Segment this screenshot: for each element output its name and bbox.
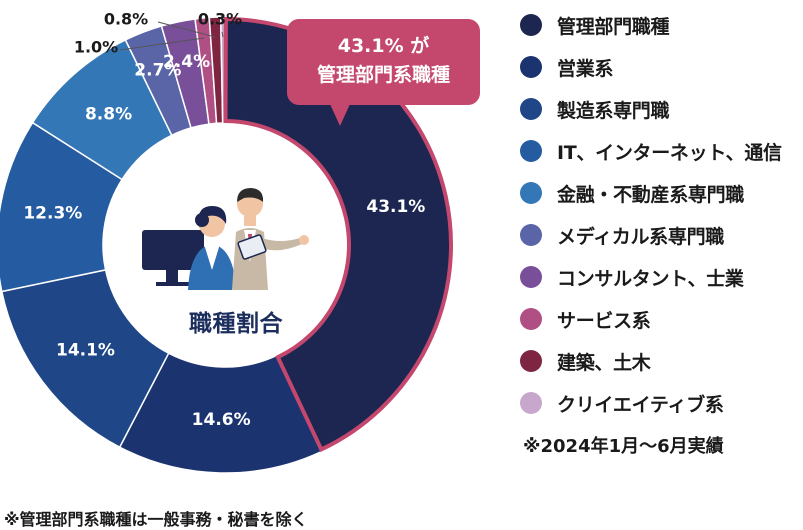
office-workers-illustration [142, 188, 309, 290]
callout-line1: 43.1% が [337, 35, 430, 57]
legend-label: サービス系 [557, 309, 651, 332]
legend-item: 管理部門職種 [520, 4, 803, 46]
callout-line2: 管理部門系職種 [316, 64, 450, 86]
legend-label: 営業系 [557, 57, 614, 80]
leader-lines [119, 21, 224, 51]
legend-swatch [520, 182, 542, 204]
legend-swatch [520, 266, 542, 288]
legend-swatch [520, 350, 542, 372]
slice-value-label: 14.6% [192, 410, 251, 430]
legend-label: 建築、土木 [557, 351, 651, 374]
slice-value-label: 1.0% [74, 38, 118, 57]
slice-value-label: 8.8% [85, 104, 132, 124]
legend-swatch [520, 392, 542, 414]
donut-chart: 43.1% 14.6% 14.1% 12.3% 8.8% 2.7%2.4% 1.0% 0.8%… [0, 10, 454, 474]
legend-swatch [520, 56, 542, 78]
legend-item: コンサルタント、士業 [520, 256, 803, 298]
slice-value-label: 43.1% [366, 197, 425, 217]
legend-swatch [520, 14, 542, 36]
slice-value-label: 12.3% [23, 204, 82, 224]
slice-value-label: 2.7% [134, 60, 181, 80]
leader-line [157, 21, 216, 38]
legend-swatch [520, 140, 542, 162]
legend-swatch [520, 308, 542, 330]
legend-label: 製造系専門職 [557, 99, 670, 122]
slice-value-label: 0.8% [104, 10, 148, 29]
leader-line [119, 37, 205, 51]
legend-swatch [520, 98, 542, 120]
legend-item: 金融・不動産系専門職 [520, 172, 803, 214]
slice-value-label: 2.4% [163, 52, 210, 72]
leader-line [221, 31, 224, 38]
legend-label: 管理部門職種 [557, 15, 670, 38]
legend: 管理部門職種 営業系 製造系専門職 IT、インターネット、通信 金融・不動産系専… [520, 4, 803, 424]
slice-value-label: 0.3% [198, 10, 242, 29]
legend-swatch [520, 224, 542, 246]
period-note: ※2024年1月～6月実績 [523, 436, 724, 457]
legend-item: 建築、土木 [520, 340, 803, 382]
legend-item: メディカル系専門職 [520, 214, 803, 256]
callout-pointer [330, 104, 350, 126]
legend-label: 金融・不動産系専門職 [557, 183, 745, 206]
legend-label: クリイエイティブ系 [557, 393, 724, 416]
slice-value-label: 14.1% [56, 341, 115, 361]
legend-item: サービス系 [520, 298, 803, 340]
legend-label: IT、インターネット、通信 [557, 141, 782, 164]
center-label: 職種割合 [189, 311, 283, 337]
legend-label: コンサルタント、士業 [557, 267, 744, 290]
slice-labels: 43.1% 14.6% 14.1% 12.3% 8.8% 2.7%2.4% 1.0% 0.8%… [23, 10, 425, 430]
footnote: ※管理部門系職種は一般事務・秘書を除く [4, 510, 308, 529]
legend-label: メディカル系専門職 [557, 225, 724, 248]
legend-item: IT、インターネット、通信 [520, 130, 803, 172]
legend-item: クリイエイティブ系 [520, 382, 803, 424]
legend-item: 製造系専門職 [520, 88, 803, 130]
donut-slices [0, 16, 454, 474]
callout-box: 43.1% が 管理部門系職種 [287, 19, 480, 105]
donut-hole [103, 123, 347, 367]
legend-item: 営業系 [520, 46, 803, 88]
